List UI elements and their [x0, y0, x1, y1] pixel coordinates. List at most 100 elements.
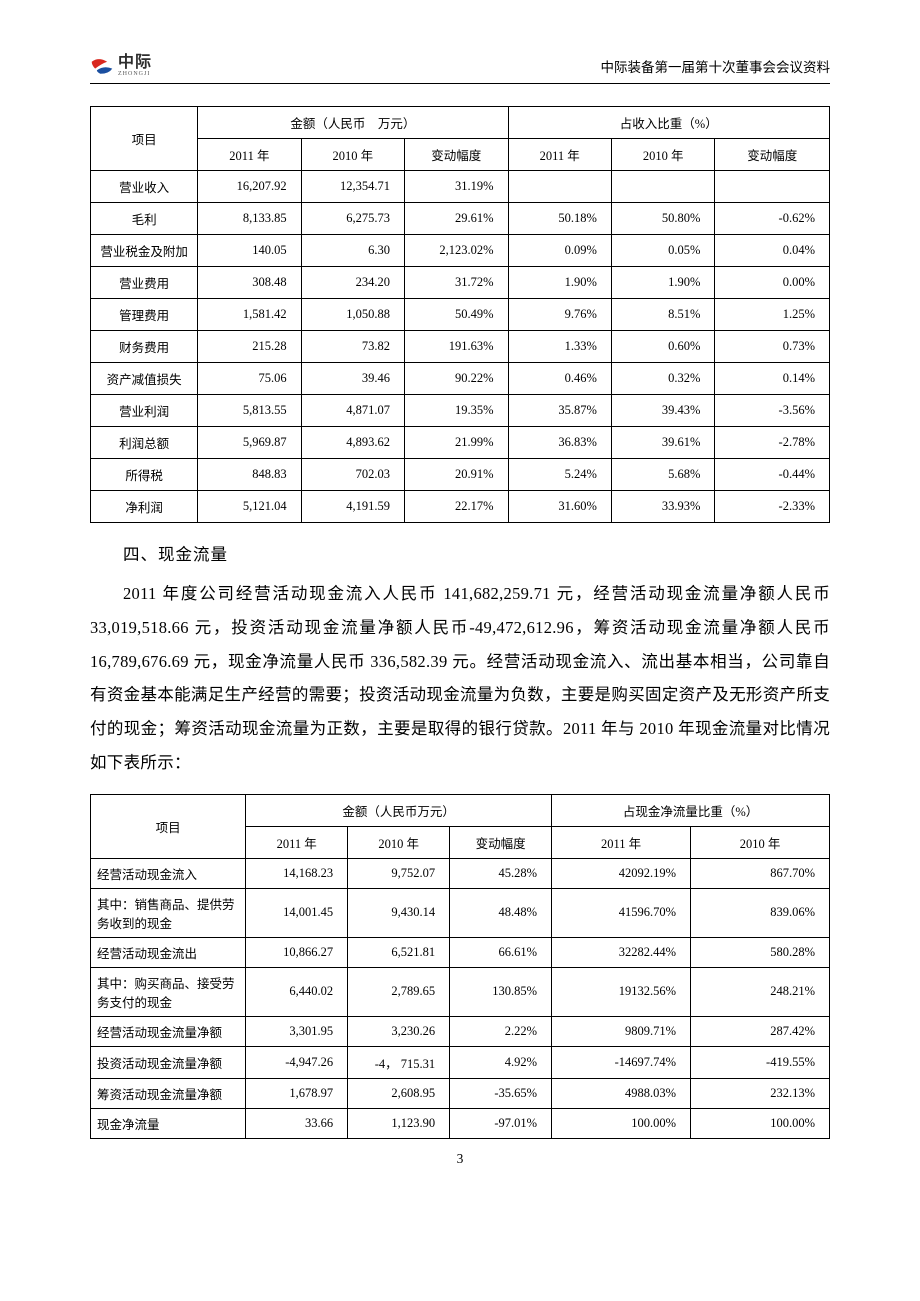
- cell-pct-change: -0.62%: [715, 203, 830, 235]
- cell-pct-2010: 248.21%: [691, 967, 830, 1016]
- cell-pct-change: 0.73%: [715, 331, 830, 363]
- company-logo: 中际 ZHONGJI: [90, 55, 152, 77]
- cell-pct-2011: 1.90%: [508, 267, 611, 299]
- t2-col-change-header: 变动幅度: [450, 826, 552, 858]
- table-row: 所得税848.83702.0320.91%5.24%5.68%-0.44%: [91, 459, 830, 491]
- cell-amount-2010: 234.20: [301, 267, 404, 299]
- t2-col-2011-header: 2011 年: [246, 826, 348, 858]
- cell-amount-2011: 5,121.04: [198, 491, 301, 523]
- cell-item: 利润总额: [91, 427, 198, 459]
- col-p2011-header: 2011 年: [508, 139, 611, 171]
- cell-pct-change: -0.44%: [715, 459, 830, 491]
- cell-pct-2010: 0.60%: [611, 331, 714, 363]
- cell-item: 营业费用: [91, 267, 198, 299]
- cell-pct-2010: 0.32%: [611, 363, 714, 395]
- cell-amount-2011: 16,207.92: [198, 171, 301, 203]
- col-amount-group-header: 金额（人民币 万元）: [198, 107, 508, 139]
- income-statement-table: 项目 金额（人民币 万元） 占收入比重（%） 2011 年 2010 年 变动幅…: [90, 106, 830, 523]
- col-pct-group-header: 占收入比重（%）: [508, 107, 830, 139]
- page-header: 中际 ZHONGJI 中际装备第一届第十次董事会会议资料: [90, 55, 830, 77]
- table-row: 其中：购买商品、接受劳务支付的现金6,440.022,789.65130.85%…: [91, 967, 830, 1016]
- logo-text-en: ZHONGJI: [118, 71, 152, 77]
- cell-amount-2011: 8,133.85: [198, 203, 301, 235]
- table-row: 营业费用308.48234.2031.72%1.90%1.90%0.00%: [91, 267, 830, 299]
- cashflow-table: 项目 金额（人民币万元） 占现金净流量比重（%） 2011 年 2010 年 变…: [90, 794, 830, 1139]
- table-row: 营业税金及附加140.056.302,123.02%0.09%0.05%0.04…: [91, 235, 830, 267]
- cell-amount-2011: 10,866.27: [246, 937, 348, 967]
- cell-amount-2010: 4,191.59: [301, 491, 404, 523]
- cell-amount-change: -35.65%: [450, 1078, 552, 1108]
- table-row: 经营活动现金流入14,168.239,752.0745.28%42092.19%…: [91, 858, 830, 888]
- cell-amount-2010: 73.82: [301, 331, 404, 363]
- cell-amount-2010: 702.03: [301, 459, 404, 491]
- cell-pct-2010: 39.43%: [611, 395, 714, 427]
- cell-amount-2011: 1,581.42: [198, 299, 301, 331]
- cell-pct-2010: 580.28%: [691, 937, 830, 967]
- cell-item: 经营活动现金流量净额: [91, 1016, 246, 1046]
- table-row: 管理费用1,581.421,050.8850.49%9.76%8.51%1.25…: [91, 299, 830, 331]
- cell-item: 净利润: [91, 491, 198, 523]
- logo-text: 中际 ZHONGJI: [118, 55, 152, 77]
- cell-item: 毛利: [91, 203, 198, 235]
- cell-amount-2010: 3,230.26: [348, 1016, 450, 1046]
- table-row: 投资活动现金流量净额-4,947.26-4， 715.314.92%-14697…: [91, 1046, 830, 1078]
- table-row: 净利润5,121.044,191.5922.17%31.60%33.93%-2.…: [91, 491, 830, 523]
- cell-amount-change: 20.91%: [405, 459, 508, 491]
- logo-text-cn: 中际: [118, 55, 152, 71]
- t2-col-item-header: 项目: [91, 794, 246, 858]
- cell-amount-change: -97.01%: [450, 1108, 552, 1138]
- cell-pct-change: -3.56%: [715, 395, 830, 427]
- cell-amount-2010: 4,893.62: [301, 427, 404, 459]
- cell-amount-change: 21.99%: [405, 427, 508, 459]
- t2-col-amount-group-header: 金额（人民币万元）: [246, 794, 552, 826]
- cell-amount-change: 90.22%: [405, 363, 508, 395]
- cell-item: 经营活动现金流出: [91, 937, 246, 967]
- cell-item: 现金净流量: [91, 1108, 246, 1138]
- cell-pct-2011: 32282.44%: [552, 937, 691, 967]
- cell-item: 经营活动现金流入: [91, 858, 246, 888]
- cell-item: 财务费用: [91, 331, 198, 363]
- logo-mark-icon: [90, 56, 114, 76]
- table-row: 财务费用215.2873.82191.63%1.33%0.60%0.73%: [91, 331, 830, 363]
- cell-item: 筹资活动现金流量净额: [91, 1078, 246, 1108]
- cell-pct-2010: 39.61%: [611, 427, 714, 459]
- cell-amount-change: 31.19%: [405, 171, 508, 203]
- table-row: 毛利8,133.856,275.7329.61%50.18%50.80%-0.6…: [91, 203, 830, 235]
- cell-amount-2010: 1,123.90: [348, 1108, 450, 1138]
- cell-pct-2011: 31.60%: [508, 491, 611, 523]
- cell-pct-2011: 1.33%: [508, 331, 611, 363]
- cell-amount-2010: -4， 715.31: [348, 1046, 450, 1078]
- cell-pct-change: 0.04%: [715, 235, 830, 267]
- cell-pct-2011: 0.46%: [508, 363, 611, 395]
- cell-amount-2011: 33.66: [246, 1108, 348, 1138]
- cell-pct-2011: 36.83%: [508, 427, 611, 459]
- cell-pct-change: 1.25%: [715, 299, 830, 331]
- cell-item: 管理费用: [91, 299, 198, 331]
- cell-pct-2011: 0.09%: [508, 235, 611, 267]
- cell-pct-2010: 100.00%: [691, 1108, 830, 1138]
- cell-amount-change: 130.85%: [450, 967, 552, 1016]
- cell-amount-2010: 39.46: [301, 363, 404, 395]
- cell-amount-2011: 5,969.87: [198, 427, 301, 459]
- cell-amount-2010: 12,354.71: [301, 171, 404, 203]
- cell-pct-2011: 9809.71%: [552, 1016, 691, 1046]
- cell-pct-2010: [611, 171, 714, 203]
- col-2011-header: 2011 年: [198, 139, 301, 171]
- cell-amount-2010: 2,789.65: [348, 967, 450, 1016]
- cell-item: 营业收入: [91, 171, 198, 203]
- cell-item: 其中：销售商品、提供劳务收到的现金: [91, 888, 246, 937]
- cell-amount-change: 191.63%: [405, 331, 508, 363]
- cell-item: 营业税金及附加: [91, 235, 198, 267]
- cell-pct-change: 0.14%: [715, 363, 830, 395]
- cell-amount-2011: 308.48: [198, 267, 301, 299]
- cell-amount-2010: 1,050.88: [301, 299, 404, 331]
- cell-item: 资产减值损失: [91, 363, 198, 395]
- cell-amount-change: 50.49%: [405, 299, 508, 331]
- table-row: 营业收入16,207.9212,354.7131.19%: [91, 171, 830, 203]
- t2-col-2010-header: 2010 年: [348, 826, 450, 858]
- t2-col-pct-group-header: 占现金净流量比重（%）: [552, 794, 830, 826]
- cell-amount-2011: 1,678.97: [246, 1078, 348, 1108]
- cell-amount-2010: 6.30: [301, 235, 404, 267]
- cell-amount-2011: 848.83: [198, 459, 301, 491]
- cell-pct-2010: 50.80%: [611, 203, 714, 235]
